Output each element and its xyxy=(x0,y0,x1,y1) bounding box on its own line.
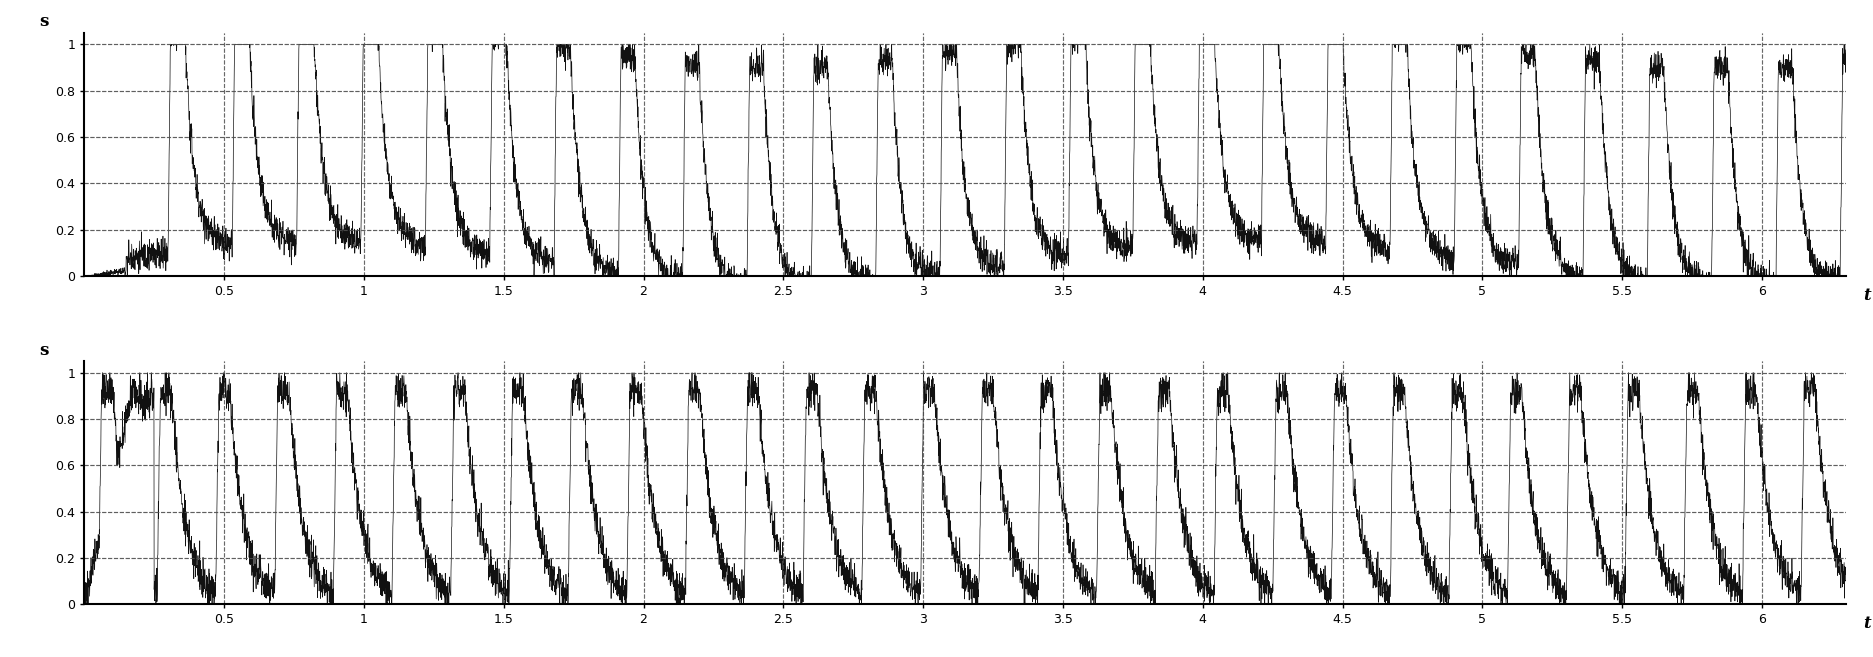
Text: s: s xyxy=(39,13,49,30)
Text: t: t xyxy=(1862,616,1869,633)
Text: t: t xyxy=(1862,287,1869,304)
Text: s: s xyxy=(39,342,49,359)
